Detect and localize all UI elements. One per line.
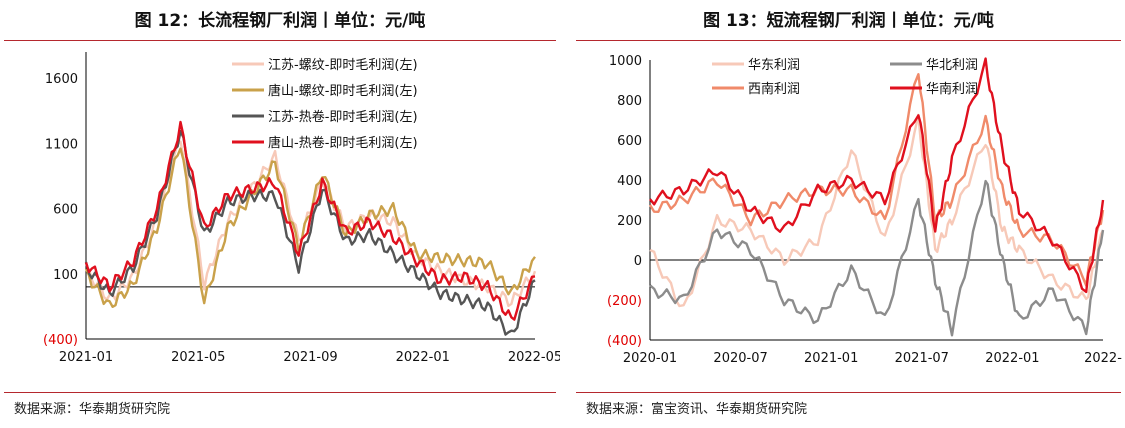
line-chart-long-process: (400) 100 600 1100 1600 2021-01 2021-05 2021-09… — [43, 52, 560, 365]
legend-label: 华南利润 — [926, 81, 978, 97]
x-tick-label: 2022-01 — [396, 350, 450, 365]
series-line — [648, 73, 1105, 287]
x-tick-label: 2021-07 — [895, 351, 949, 366]
series-line — [84, 129, 536, 336]
y-tick-label: 1600 — [45, 72, 78, 87]
title-rule — [576, 40, 1121, 41]
source-note: 数据来源：华泰期货研究院 — [14, 402, 171, 417]
source-note: 数据来源：富宝资讯、华泰期货研究院 — [586, 402, 808, 417]
legend-label: 西南利润 — [748, 81, 800, 97]
chart-panel-long-process: 图 12：长流程钢厂利润丨单位：元/吨 (400) 100 600 1100 1600 2… — [0, 0, 560, 428]
series-line — [649, 57, 1105, 294]
legend-label: 华东利润 — [748, 58, 800, 73]
x-tick-label: 2020-07 — [713, 351, 767, 366]
y-tick-label: 800 — [617, 94, 642, 109]
series-line — [649, 179, 1105, 337]
y-tick-label: 1000 — [609, 54, 642, 69]
y-tick-label: (400) — [43, 333, 78, 348]
y-tick-label: 600 — [53, 203, 78, 218]
x-tick-label: 2021-01 — [804, 351, 858, 366]
y-tick-label: 400 — [617, 174, 642, 189]
x-tick-label: 2022-01 — [985, 351, 1039, 366]
legend-label: 江苏-热卷-即时毛利润(左) — [268, 109, 418, 125]
x-tick-label: 2021-09 — [283, 350, 337, 365]
legend-label: 江苏-螺纹-即时毛利润(左) — [268, 57, 418, 73]
y-tick-label: 1100 — [45, 137, 78, 152]
y-tick-label: 0 — [634, 254, 642, 269]
series-line — [649, 113, 1105, 308]
chart-title: 图 13：短流程钢厂利润丨单位：元/吨 — [703, 11, 994, 31]
legend-label: 唐山-热卷-即时毛利润(左) — [268, 135, 418, 151]
x-tick-label: 2021-05 — [171, 350, 225, 365]
legend-label: 华北利润 — [926, 58, 978, 73]
source-rule — [4, 392, 556, 393]
y-tick-label: (400) — [607, 334, 642, 349]
chart-panel-short-process: 图 13：短流程钢厂利润丨单位：元/吨 (400) (200) 0 200 400 600… — [572, 0, 1125, 428]
source-rule — [576, 392, 1121, 393]
title-rule — [4, 40, 556, 41]
x-tick-label: 2022- — [1084, 351, 1122, 366]
y-tick-label: 600 — [617, 134, 642, 149]
chart-title: 图 12：长流程钢厂利润丨单位：元/吨 — [134, 11, 426, 31]
legend-label: 唐山-螺纹-即时毛利润(左) — [268, 83, 418, 99]
y-tick-label: 100 — [53, 268, 78, 283]
line-chart-short-process: (400) (200) 0 200 400 600 800 1000 2020-01 2020-0… — [607, 54, 1122, 366]
x-tick-label: 2020-01 — [623, 351, 677, 366]
y-tick-label: (200) — [607, 294, 642, 309]
series-line — [84, 120, 536, 321]
x-tick-label: 2022-05 — [508, 350, 560, 365]
y-tick-label: 200 — [617, 214, 642, 229]
x-tick-label: 2021-01 — [59, 350, 113, 365]
